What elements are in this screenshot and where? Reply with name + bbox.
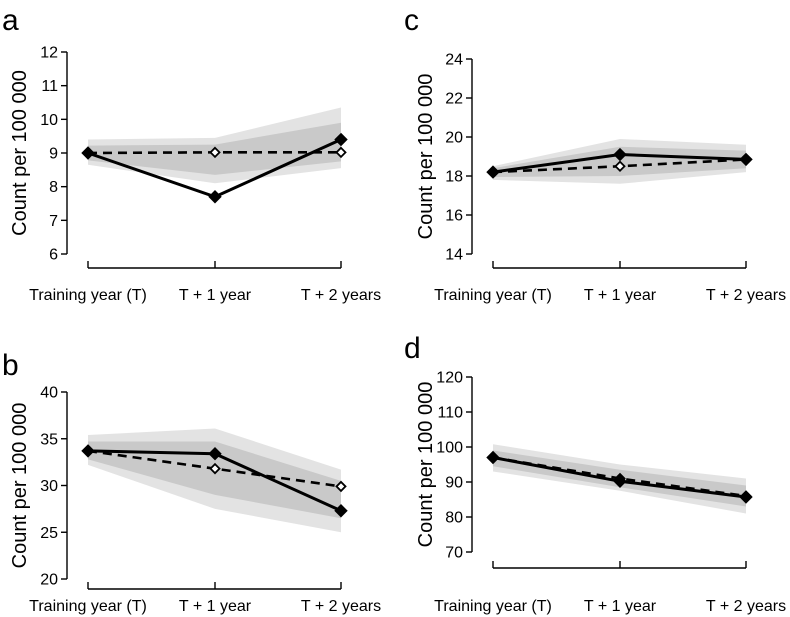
y-tick-label: 30	[40, 478, 58, 495]
y-tick-label: 18	[445, 169, 463, 186]
y-tick-label: 70	[445, 545, 463, 562]
point-expected	[209, 462, 221, 475]
y-tick-label: 120	[436, 370, 463, 387]
panel-letter: b	[2, 349, 19, 382]
x-tick-label: T + 1 year	[584, 287, 657, 304]
y-tick-label: 22	[445, 91, 463, 108]
y-tick-label: 20	[40, 572, 58, 589]
y-tick-label: 100	[436, 440, 463, 457]
point-observed	[81, 146, 95, 160]
y-tick-label: 110	[437, 405, 463, 422]
x-tick-label: T + 2 years	[706, 287, 786, 304]
panel-c: c Count per 100 000 14 16 18 20 22 24 Training y…	[404, 4, 786, 304]
y-tick-label: 80	[445, 510, 463, 527]
x-tick-label: Training year (T)	[434, 598, 552, 615]
x-tick-label: T + 1 year	[179, 598, 252, 615]
y-axis-label: Count per 100 000	[9, 403, 31, 569]
x-tick-label: T + 1 year	[584, 598, 657, 615]
y-tick-label: 20	[445, 130, 463, 147]
panel-letter: a	[2, 4, 19, 37]
panel-letter: d	[404, 332, 421, 365]
y-tick-label: 25	[40, 525, 58, 542]
y-axis-label: Count per 100 000	[415, 382, 437, 548]
point-observed	[613, 147, 627, 162]
point-expected	[335, 480, 347, 493]
y-tick-label: 9	[49, 146, 58, 163]
y-tick-label: 16	[445, 208, 463, 225]
y-axis-label: Count per 100 000	[9, 70, 31, 236]
point-observed	[486, 165, 500, 179]
y-tick-label: 8	[49, 179, 58, 196]
point-observed	[81, 444, 95, 458]
point-expected	[209, 146, 221, 159]
y-tick-label: 90	[445, 475, 463, 492]
y-axis-label: Count per 100 000	[415, 74, 437, 240]
y-tick-label: 35	[40, 431, 58, 448]
point-observed	[739, 152, 753, 167]
y-tick-label: 6	[49, 247, 58, 264]
point-observed	[739, 490, 753, 504]
point-observed	[613, 474, 627, 489]
point-observed	[334, 132, 348, 147]
y-tick-label: 14	[445, 247, 463, 264]
y-tick-label: 10	[40, 112, 58, 129]
x-tick-label: Training year (T)	[434, 287, 552, 304]
y-tick-label: 40	[40, 385, 58, 402]
panel-letter: c	[404, 4, 419, 37]
y-tick-label: 7	[49, 213, 58, 230]
x-tick-label: T + 2 years	[706, 598, 786, 615]
point-observed	[208, 190, 222, 204]
point-expected	[614, 160, 626, 173]
x-tick-label: Training year (T)	[29, 287, 147, 304]
point-expected	[335, 146, 347, 159]
y-tick-label: 24	[445, 52, 463, 69]
panel-a: a Count per 100 000 6 7 8 9 10 11 12 Training yea…	[2, 4, 381, 304]
panel-d: d Count per 100 000 70 80 90 100 110 120 Trainin…	[404, 332, 786, 615]
point-observed	[208, 447, 222, 461]
x-tick-label: T + 2 years	[301, 287, 381, 304]
y-tick-label: 11	[41, 78, 58, 95]
point-observed	[334, 504, 348, 518]
point-observed	[486, 450, 500, 465]
y-tick-label: 12	[40, 45, 58, 62]
x-tick-label: Training year (T)	[29, 598, 147, 615]
panel-b: b Count per 100 000 20 25 30 35 40 Training yea…	[2, 349, 381, 615]
x-tick-label: T + 1 year	[179, 287, 252, 304]
x-tick-label: T + 2 years	[301, 598, 381, 615]
